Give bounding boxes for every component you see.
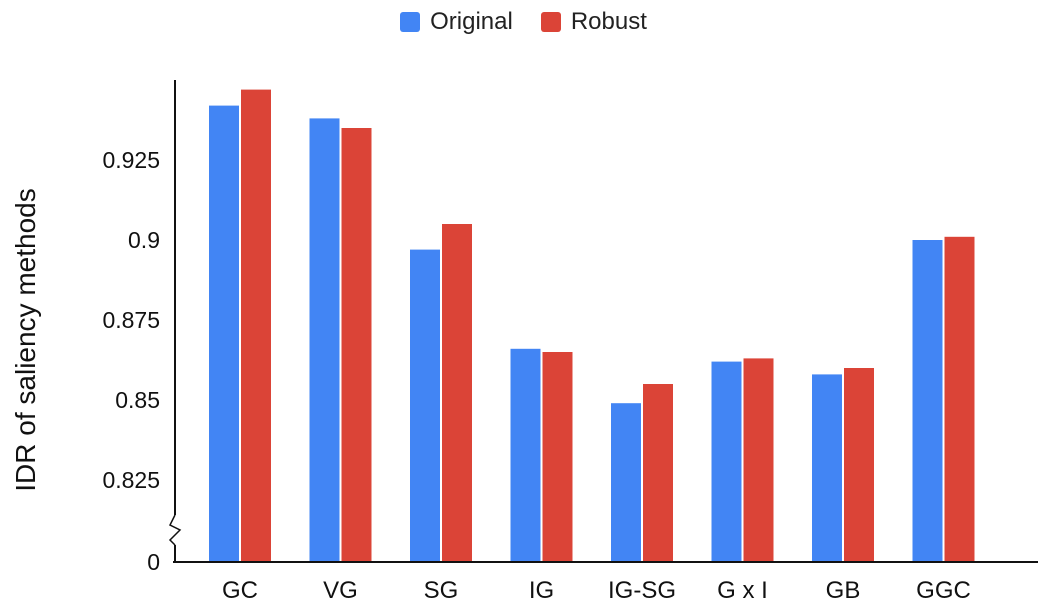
x-tick-label-sg: SG [424,577,459,604]
x-tick-label-ggc: GGC [916,577,971,604]
bar-ig-sg-original [611,403,641,562]
bar-gb-robust [844,368,874,562]
y-tick-label-0: 0.925 [102,147,160,173]
legend-swatch-original [400,12,421,32]
y-tick-label-4: 0.825 [102,467,160,493]
bar-gc-robust [241,89,271,562]
bar-sg-robust [442,224,472,562]
bar-g-x-i-robust [743,358,774,562]
legend-label-robust: Robust [570,8,647,35]
legend-label-original: Original [430,8,513,35]
x-tick-label-gb: GB [826,577,861,604]
legend-swatch-robust [540,12,561,32]
legend-item-robust[interactable]: Robust [540,8,647,36]
y-tick-label-1: 0.9 [128,227,160,253]
plot-area: GC VG SG IG IG-SG G x I GB GGC 0.925 0.9 0.875 0.85… [102,80,1038,604]
bar-sg-original [410,249,440,562]
y-tick-label-3: 0.85 [115,387,160,413]
bar-gb-original [812,374,842,562]
y-axis-break-mark [168,514,182,546]
bar-ggc-original [912,240,943,562]
x-tick-label-vg: VG [323,577,358,604]
y-tick-label-zero: 0 [147,549,160,575]
bar-vg-original [309,118,340,563]
y-tick-label-2: 0.875 [102,307,160,333]
legend: Original Robust [0,8,1047,36]
bar-ig-sg-robust [643,384,673,562]
bar-g-x-i-original [711,361,742,562]
bar-ig-robust [542,352,573,562]
bar-ggc-robust [944,236,975,563]
bar-ig-original [510,348,541,562]
bar-gc-original [209,105,239,562]
x-tick-label-ig-sg: IG-SG [608,577,676,604]
x-tick-label-gc: GC [222,577,258,604]
x-tick-label-g-x-i: G x I [717,577,768,604]
x-tick-label-ig: IG [529,577,554,604]
bar-vg-robust [341,128,372,562]
legend-item-original[interactable]: Original [400,8,513,36]
